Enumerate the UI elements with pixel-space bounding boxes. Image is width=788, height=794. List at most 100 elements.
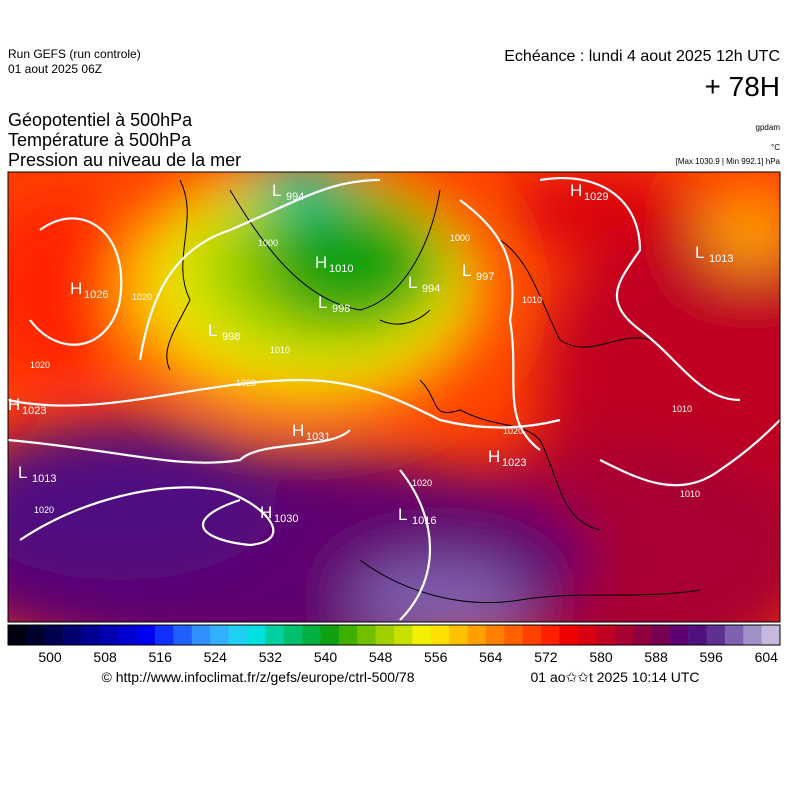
- forecast-time: Echéance : lundi 4 aout 2025 12h UTC: [504, 48, 780, 65]
- center-type: L: [272, 181, 281, 200]
- colorbar-swatch: [504, 625, 523, 645]
- center-type: L: [695, 243, 704, 262]
- center-type: H: [570, 181, 582, 200]
- center-type: L: [408, 273, 417, 292]
- center-type: L: [462, 261, 471, 280]
- center-pressure: 1013: [709, 253, 733, 265]
- colorbar-swatch: [577, 625, 597, 645]
- isobar-label: 1020: [30, 360, 50, 370]
- colorbar-label: 580: [589, 649, 613, 665]
- colorbar-swatch: [743, 625, 762, 645]
- colorbar-swatch: [669, 625, 689, 645]
- colorbar-swatch: [706, 625, 726, 645]
- title-pressure: Pression au niveau de la mer: [8, 150, 241, 170]
- isobar-label: 1020: [412, 478, 432, 488]
- colorbar-swatch: [412, 625, 432, 645]
- colorbar: 500 508 516 524 532 540 548 556 564 572 580 588 596 6…: [7, 624, 781, 665]
- colorbar-label: 604: [755, 649, 779, 665]
- center-pressure: 998: [332, 303, 350, 315]
- colorbar-swatch: [485, 625, 505, 645]
- center-pressure: 1016: [412, 515, 436, 527]
- colorbar-swatch: [228, 625, 248, 645]
- colorbar-swatch: [449, 625, 468, 645]
- colorbar-swatch: [467, 625, 487, 645]
- center-pressure: 1029: [584, 191, 608, 203]
- colorbar-swatch: [338, 625, 358, 645]
- title-geopotential: Géopotentiel à 500hPa: [8, 110, 193, 130]
- colorbar-swatch: [761, 625, 781, 645]
- center-pressure: 997: [476, 271, 494, 283]
- center-pressure: 1010: [329, 263, 353, 275]
- colorbar-swatch: [44, 625, 64, 645]
- colorbar-swatch: [210, 625, 229, 645]
- colorbar-swatch: [541, 625, 560, 645]
- colorbar-swatch: [302, 625, 321, 645]
- colorbar-swatch: [8, 625, 27, 645]
- isobar-label: 1000: [258, 238, 278, 248]
- center-pressure: 1031: [306, 431, 330, 443]
- colorbar-swatch: [118, 625, 137, 645]
- colorbar-swatch: [394, 625, 413, 645]
- center-pressure: 1023: [22, 405, 46, 417]
- colorbar-label: 516: [149, 649, 173, 665]
- center-pressure: 1023: [502, 457, 526, 469]
- colorbar-label: 564: [479, 649, 503, 665]
- colorbar-swatch: [632, 625, 652, 645]
- colorbar-swatch: [614, 625, 634, 645]
- colorbar-swatch: [63, 625, 82, 645]
- unit-gpdam: gpdam: [756, 123, 781, 132]
- colorbar-swatch: [375, 625, 395, 645]
- colorbar-swatch: [522, 625, 542, 645]
- source-url: © http://www.infoclimat.fr/z/gefs/europe…: [101, 669, 414, 685]
- colorbar-swatch: [26, 625, 46, 645]
- colorbar-swatch: [357, 625, 376, 645]
- isobar-label: 1020: [236, 378, 256, 388]
- lead-time: + 78H: [705, 71, 781, 102]
- colorbar-swatch: [724, 625, 744, 645]
- run-date: 01 aout 2025 06Z: [8, 62, 102, 76]
- title-temperature: Température à 500hPa: [8, 130, 192, 150]
- colorbar-label: 532: [259, 649, 283, 665]
- isobar-label: 1020: [503, 426, 523, 436]
- center-type: H: [292, 421, 304, 440]
- map-frame: [7, 171, 781, 623]
- center-type: L: [208, 321, 217, 340]
- center-pressure: 994: [286, 191, 304, 203]
- colorbar-label: 548: [369, 649, 393, 665]
- center-type: L: [318, 293, 327, 312]
- center-type: H: [488, 447, 500, 466]
- center-pressure: 998: [222, 331, 240, 343]
- center-pressure: 1026: [84, 289, 108, 301]
- isobar-label: 1010: [270, 345, 290, 355]
- center-type: H: [260, 503, 272, 522]
- colorbar-swatch: [136, 625, 156, 645]
- isobar-label: 1010: [680, 489, 700, 499]
- colorbar-swatch: [651, 625, 671, 645]
- center-type: L: [18, 463, 27, 482]
- center-pressure: 994: [422, 283, 440, 295]
- center-type: H: [70, 279, 82, 298]
- colorbar-swatch: [265, 625, 285, 645]
- isobar-label: 1000: [450, 233, 470, 243]
- center-pressure: 1013: [32, 473, 56, 485]
- colorbar-frame: [7, 624, 781, 646]
- colorbar-label: 524: [204, 649, 228, 665]
- colorbar-swatch: [430, 625, 450, 645]
- unit-celsius: °C: [771, 143, 780, 152]
- colorbar-swatch: [99, 625, 119, 645]
- generated-time: 01 ao✩✩t 2025 10:14 UTC: [530, 669, 699, 685]
- colorbar-label: 596: [700, 649, 724, 665]
- colorbar-swatch: [596, 625, 615, 645]
- isobar-label: 1010: [672, 404, 692, 414]
- center-pressure: 1030: [274, 513, 298, 525]
- colorbar-swatch: [320, 625, 340, 645]
- unit-hpa: [Max 1030.9 | Min 992.1] hPa: [676, 157, 781, 166]
- center-type: H: [315, 253, 327, 272]
- isobar-label: 1010: [522, 295, 542, 305]
- isobars: [8, 177, 780, 621]
- colorbar-swatch: [81, 625, 101, 645]
- colorbar-swatch: [688, 625, 707, 645]
- colorbar-label: 508: [93, 649, 117, 665]
